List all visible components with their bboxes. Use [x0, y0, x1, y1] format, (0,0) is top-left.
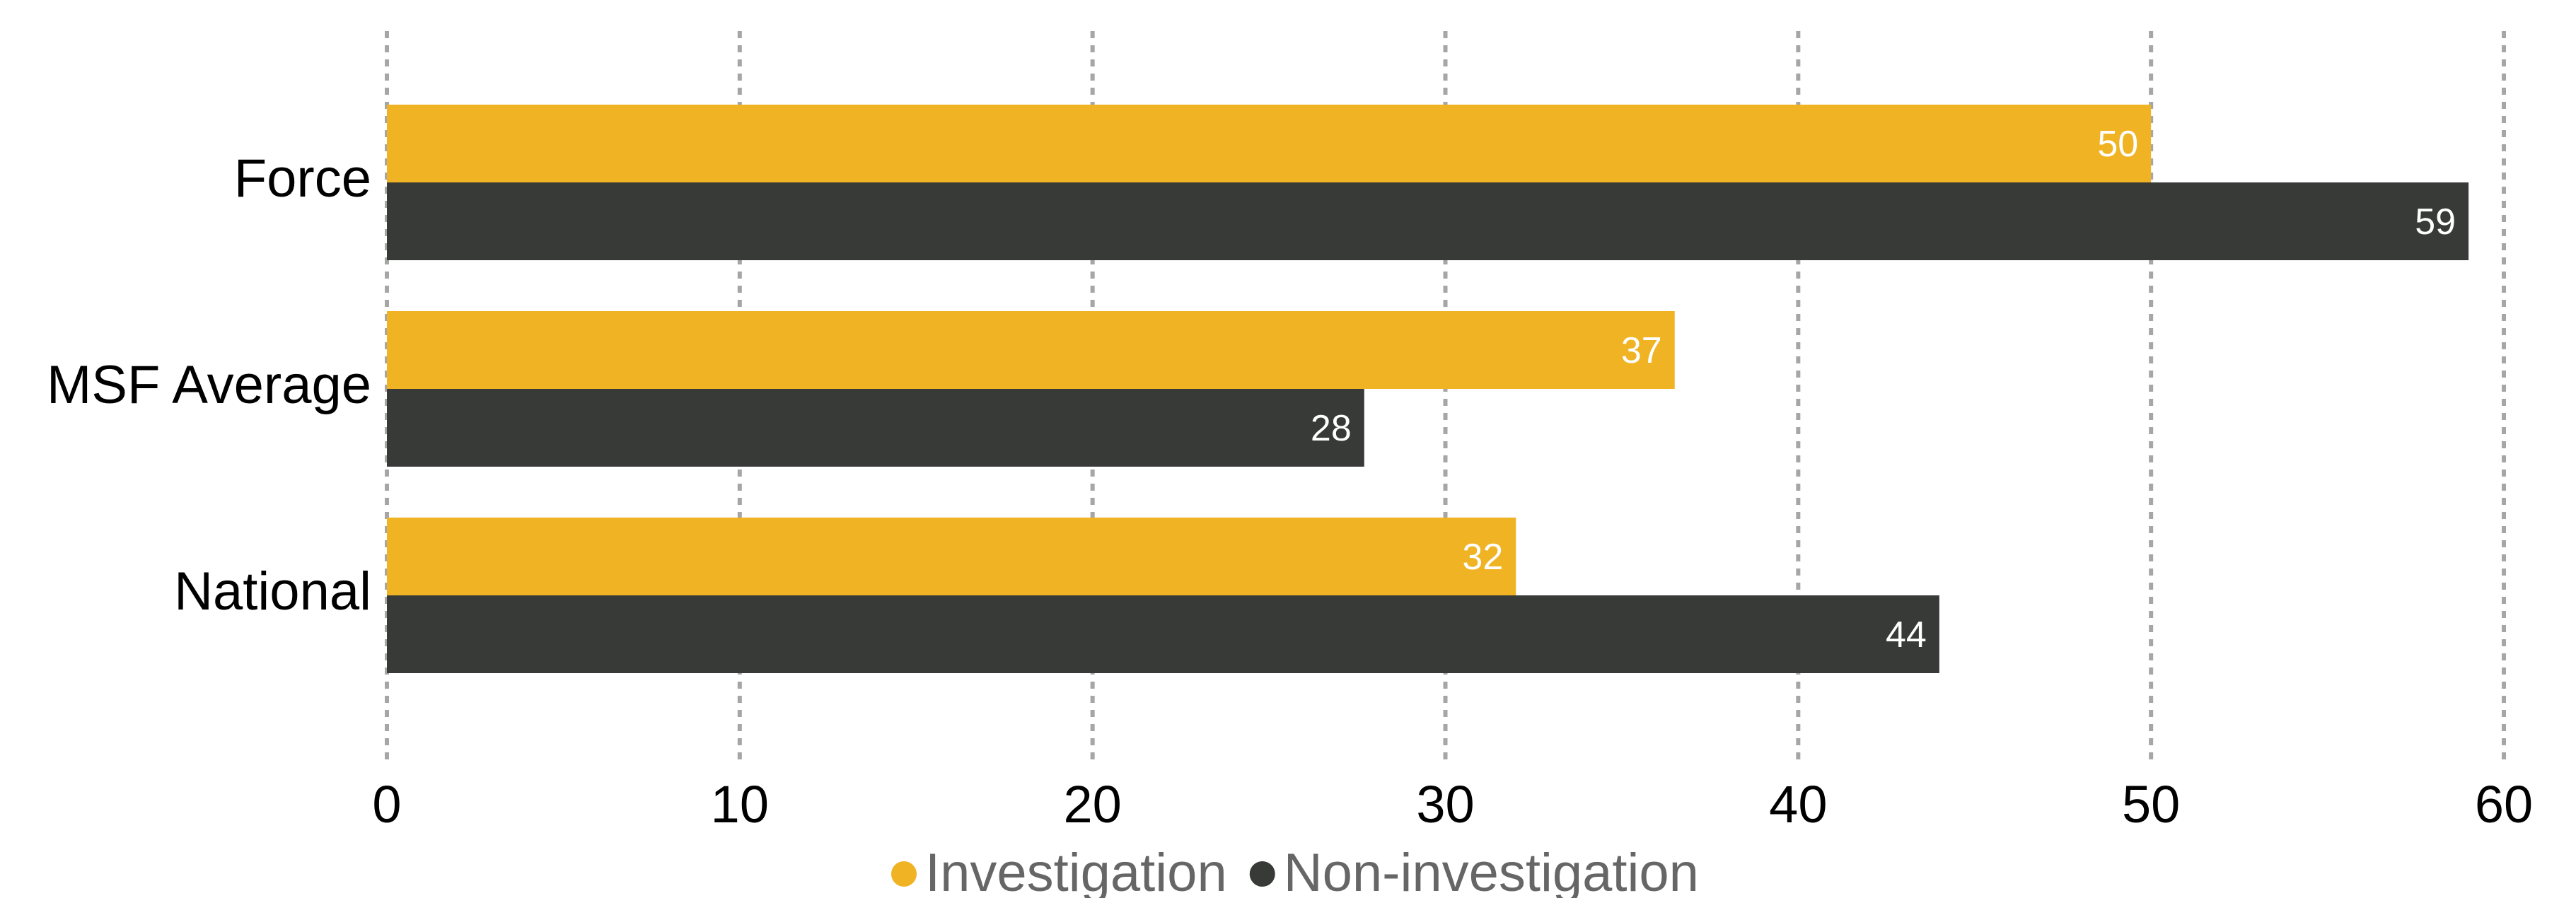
category-label-2: National: [174, 561, 371, 622]
x-tick-label-10: 10: [711, 775, 769, 834]
x-tick-label-0: 0: [372, 775, 401, 834]
x-tick-label-60: 60: [2475, 775, 2533, 834]
data-label-0-2: 32: [1462, 537, 1503, 578]
data-label-1-0: 59: [2415, 202, 2456, 243]
bar-0-2: [387, 518, 1516, 595]
data-label-1-1: 28: [1311, 408, 1352, 449]
bar-0-1: [387, 311, 1675, 389]
legend-label-1: Non-investigation: [1284, 843, 1699, 898]
x-tick-label-20: 20: [1064, 775, 1122, 834]
bar-1-0: [387, 182, 2469, 260]
bar-0-0: [387, 105, 2152, 182]
x-axis-ticks: 0 10 20 30 40 50 60: [372, 775, 2533, 834]
bar-1-2: [387, 595, 1939, 673]
bar-1-1: [387, 389, 1364, 467]
legend: Investigation Non-investigation: [891, 843, 1699, 898]
category-labels: Force MSF Average National: [47, 148, 371, 622]
x-tick-label-50: 50: [2122, 775, 2180, 834]
data-label-0-1: 37: [1621, 330, 1662, 371]
legend-marker-1: [1249, 861, 1275, 887]
legend-marker-0: [891, 861, 917, 887]
x-tick-label-40: 40: [1769, 775, 1827, 834]
data-label-1-2: 44: [1886, 614, 1927, 655]
legend-label-0: Investigation: [925, 843, 1227, 898]
category-label-1: MSF Average: [47, 355, 371, 415]
category-label-0: Force: [234, 148, 371, 209]
x-tick-label-30: 30: [1416, 775, 1474, 834]
data-labels: 50 59 37 28 32 44: [1311, 124, 2456, 655]
bars: [387, 105, 2469, 673]
data-label-0-0: 50: [2097, 124, 2138, 165]
